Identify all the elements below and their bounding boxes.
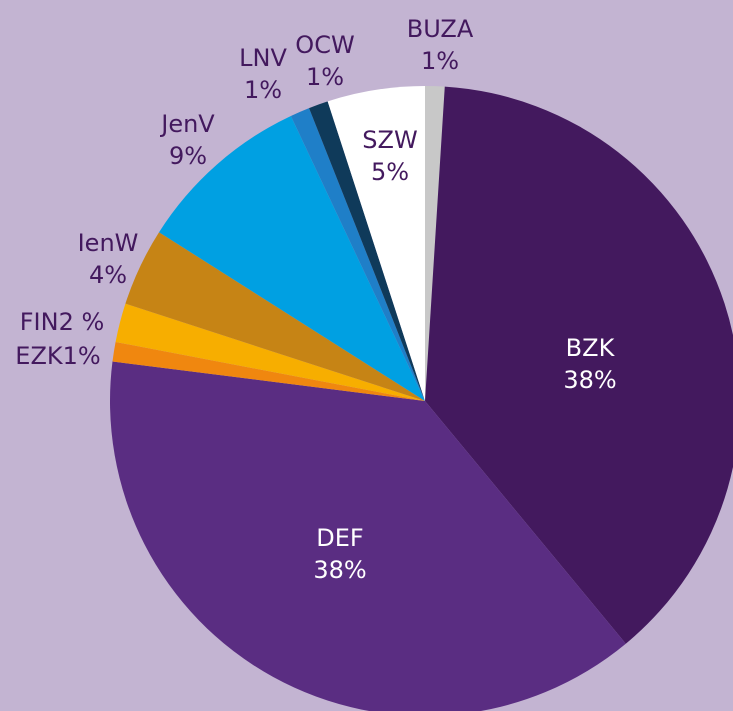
slice-label: LNV 1%: [239, 44, 287, 104]
pie-slice: [112, 341, 425, 401]
value-label: 38%: [313, 556, 366, 584]
slice-label: FIN2 %: [20, 308, 105, 336]
value-label: 38%: [563, 366, 616, 394]
slice-label: EZK1%: [15, 342, 100, 370]
pie-slice: [125, 232, 425, 401]
pie-slice: [290, 108, 425, 401]
pie-slice: [115, 303, 425, 401]
category-label: FIN: [20, 308, 59, 336]
value-label: 4%: [89, 261, 127, 289]
value-label: 5%: [371, 158, 409, 186]
slice-label: IenW 4%: [78, 229, 139, 289]
pie-slice: [425, 86, 445, 401]
value-label: 2 %: [59, 308, 105, 336]
value-label: 1%: [63, 342, 101, 370]
slice-label: SZW 5%: [362, 126, 417, 186]
category-label: SZW: [362, 126, 417, 154]
category-label: OCW: [295, 31, 354, 59]
slice-label: DEF 38%: [313, 524, 366, 584]
category-label: BUZA: [407, 15, 474, 43]
pie-slice: [327, 86, 425, 401]
category-label: EZK: [15, 342, 64, 370]
category-label: IenW: [78, 229, 139, 257]
category-label: DEF: [316, 524, 363, 552]
value-label: 1%: [421, 47, 459, 75]
slice-label: JenV 9%: [159, 110, 215, 170]
pie-slice: [425, 86, 733, 644]
category-label: JenV: [159, 110, 215, 138]
category-label: BZK: [566, 334, 616, 362]
value-label: 9%: [169, 142, 207, 170]
pie-slice: [309, 101, 425, 401]
pie-slice: [159, 115, 426, 401]
category-label: LNV: [239, 44, 287, 72]
slice-label: OCW 1%: [295, 31, 354, 91]
value-label: 1%: [306, 63, 344, 91]
slice-label: BZK 38%: [563, 334, 616, 394]
value-label: 1%: [244, 76, 282, 104]
pie-slice: [110, 361, 626, 711]
slice-label: BUZA 1%: [407, 15, 474, 75]
